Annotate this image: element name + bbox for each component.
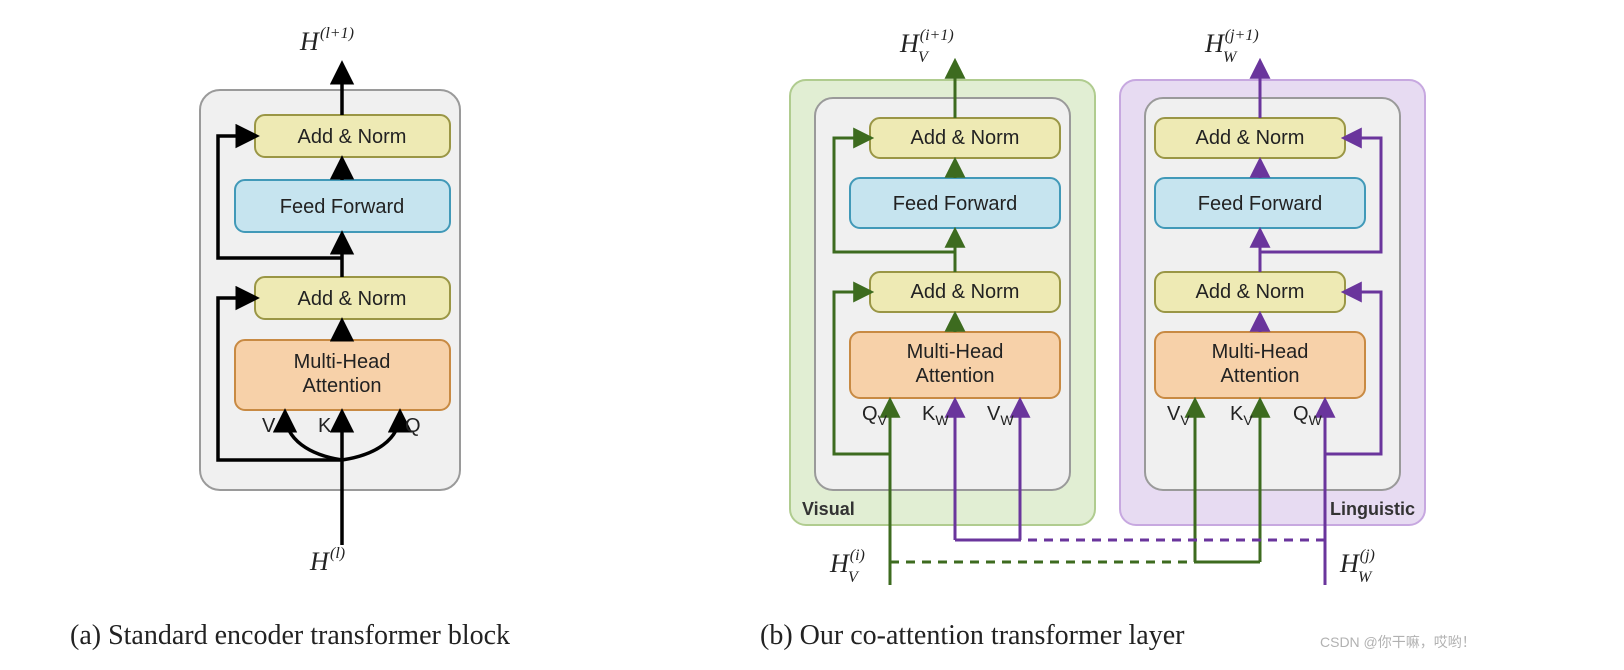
attn-a-label2: Attention bbox=[303, 375, 382, 397]
a-in-H: H bbox=[309, 547, 330, 576]
v-ff-label: Feed Forward bbox=[893, 193, 1018, 215]
a-k-label: K bbox=[318, 415, 332, 437]
l-attn-label2: Attention bbox=[1221, 365, 1300, 387]
a-q-label: Q bbox=[405, 415, 421, 437]
caption-a: (a) Standard encoder transformer block bbox=[70, 620, 510, 652]
v-in-H: H(i) bbox=[829, 547, 865, 578]
l-in-sub: W bbox=[1358, 569, 1373, 586]
addnorm-bot-a-label: Add & Norm bbox=[298, 288, 407, 310]
v-out-sub: V bbox=[918, 49, 930, 66]
l-attn-label1: Multi-Head bbox=[1212, 341, 1309, 363]
l-addnorm-top-label: Add & Norm bbox=[1196, 127, 1305, 149]
watermark: CSDN @你干嘛，哎哟！ bbox=[1320, 632, 1476, 652]
v-addnorm-top-label: Add & Norm bbox=[911, 127, 1020, 149]
diagram-svg: Add & Norm Feed Forward Add & Norm Multi… bbox=[0, 0, 1624, 670]
attn-a-label1: Multi-Head bbox=[294, 351, 391, 373]
ff-a-label: Feed Forward bbox=[280, 196, 405, 218]
v-attn-label1: Multi-Head bbox=[907, 341, 1004, 363]
l-ff-label: Feed Forward bbox=[1198, 193, 1323, 215]
a-in-sup: (l) bbox=[330, 545, 345, 562]
v-in-sub: V bbox=[848, 569, 860, 586]
panel-a: Add & Norm Feed Forward Add & Norm Multi… bbox=[200, 25, 460, 576]
ling-region-label: Linguistic bbox=[1330, 499, 1415, 519]
visual-region-label: Visual bbox=[802, 499, 855, 519]
l-out-sub: W bbox=[1223, 49, 1238, 66]
addnorm-top-a-label: Add & Norm bbox=[298, 126, 407, 148]
l-addnorm-bot-label: Add & Norm bbox=[1196, 281, 1305, 303]
a-out-sup: (l+1) bbox=[320, 25, 354, 42]
a-out-H: H bbox=[299, 27, 320, 56]
caption-b: (b) Our co-attention transformer layer bbox=[760, 620, 1184, 652]
v-attn-label2: Attention bbox=[916, 365, 995, 387]
v-addnorm-bot-label: Add & Norm bbox=[911, 281, 1020, 303]
a-v-label: V bbox=[262, 415, 276, 437]
panel-b: Visual Linguistic Add & Norm Feed Forwar… bbox=[790, 27, 1425, 586]
